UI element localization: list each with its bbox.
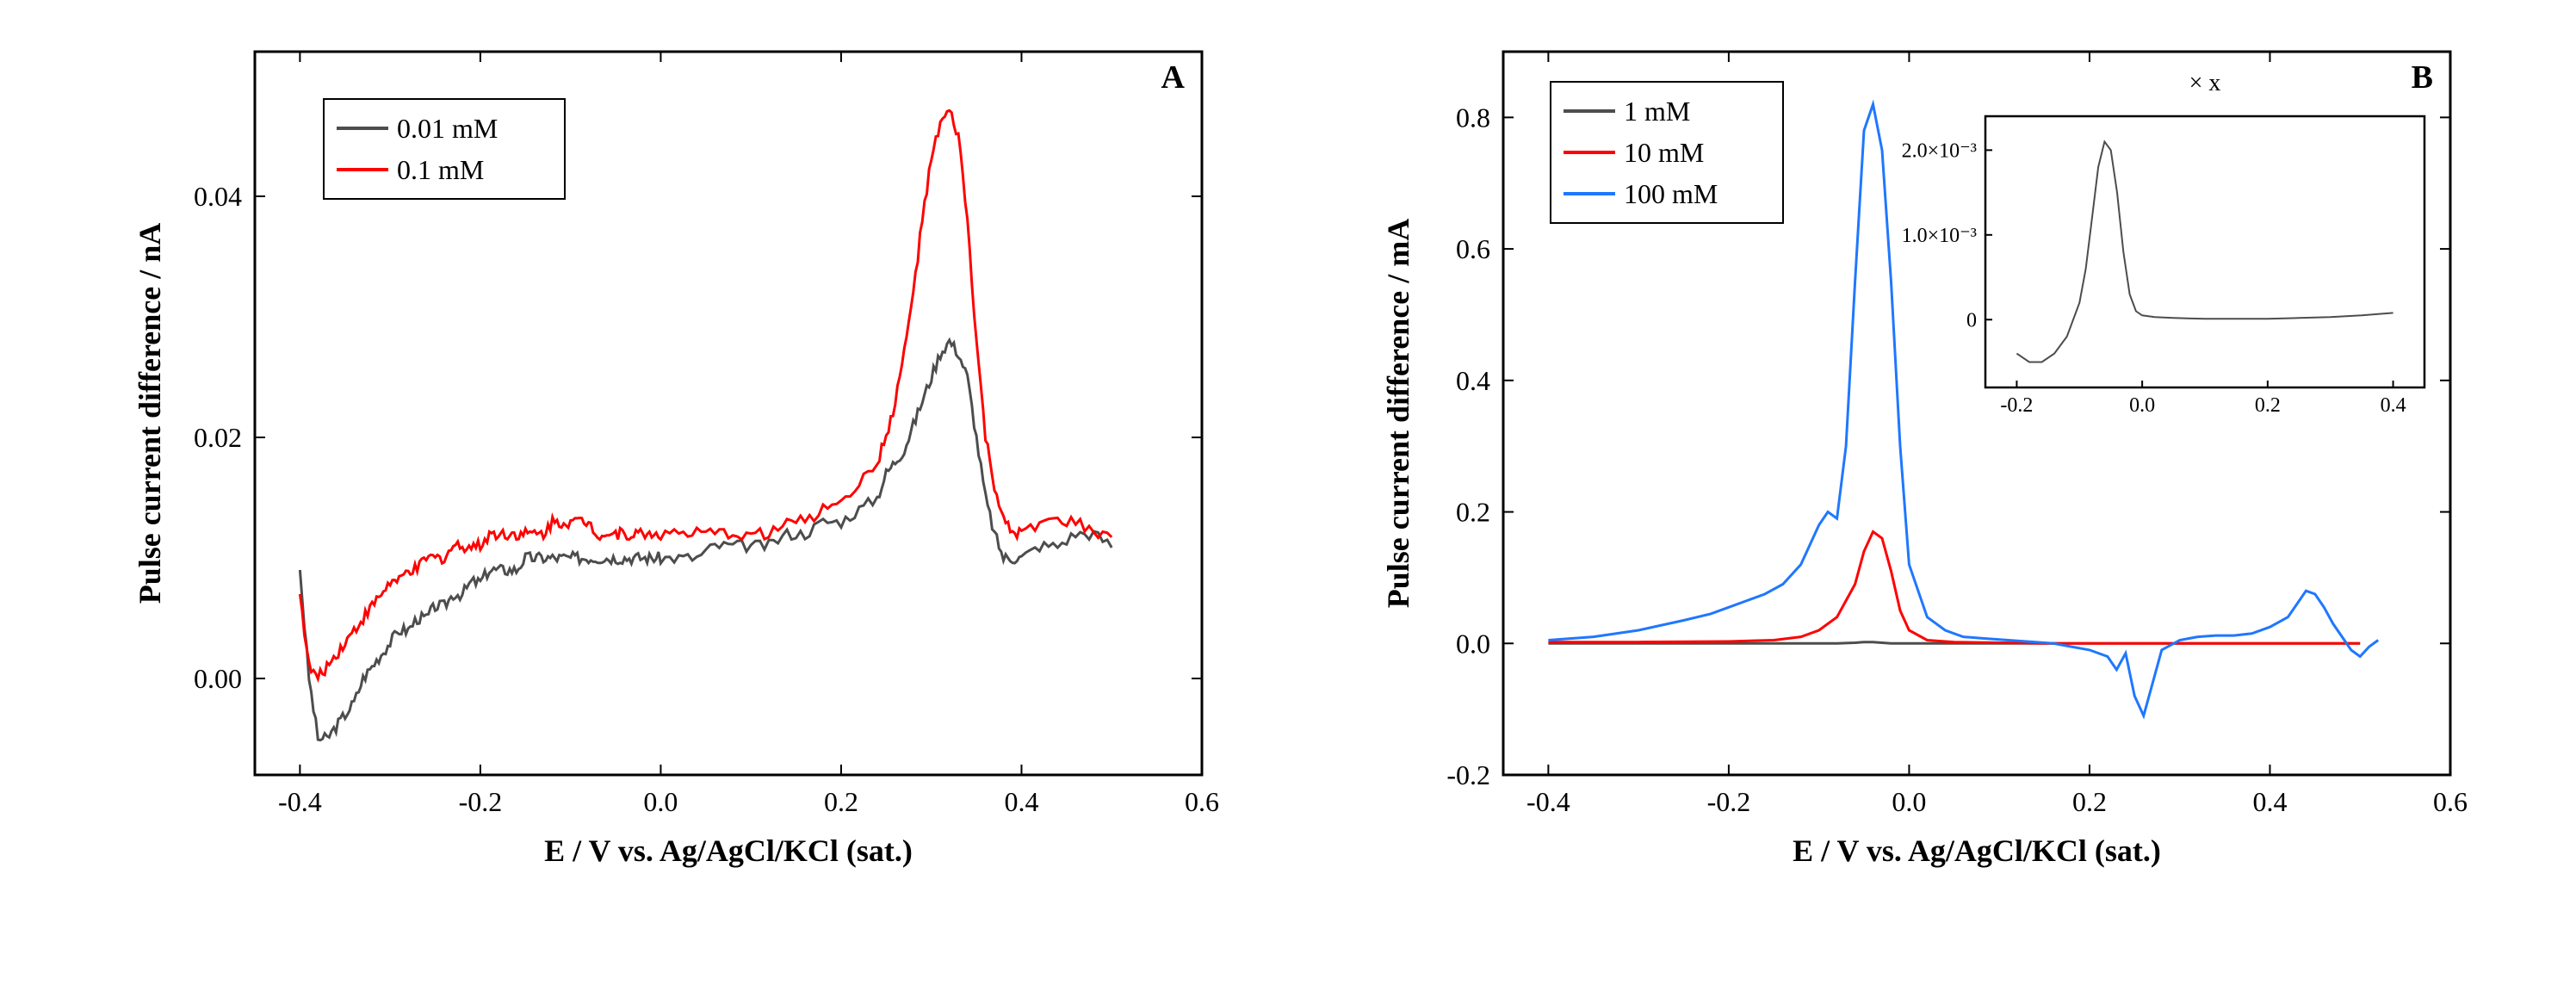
x-tick-label: 0.0	[643, 786, 678, 817]
y-axis-label: Pulse current difference / mA	[1381, 219, 1415, 609]
series-line	[1548, 532, 2360, 644]
x-tick-label: -0.2	[1707, 786, 1751, 817]
x-axis-label: E / V vs. Ag/AgCl/KCl (sat.)	[544, 833, 913, 868]
x-tick-label: 0.4	[2252, 786, 2287, 817]
y-tick-label: 0.2	[1456, 497, 1490, 528]
legend-label: 0.1 mM	[397, 154, 484, 185]
inset-title: × x	[2189, 70, 2221, 96]
panel-letter: A	[1161, 59, 1186, 96]
inset-x-tick-label: 0.0	[2129, 394, 2155, 417]
inset-frame	[1985, 116, 2424, 387]
x-tick-label: 0.2	[824, 786, 858, 817]
inset-x-tick-label: 0.4	[2381, 394, 2406, 417]
x-tick-label: 0.2	[2072, 786, 2107, 817]
legend-label: 100 mM	[1624, 178, 1718, 209]
panel-b: -0.4 -0.2 0.0 0.2 0.4 0.6 -0.2 0.0 0.2 0.4 0.6 0.8 E…	[1331, 17, 2493, 921]
y-tick-label: 0.04	[194, 181, 242, 212]
y-tick-label: 0.00	[194, 663, 242, 694]
inset-y-tick-label: 2.0×10⁻³	[1902, 139, 1977, 162]
y-tick-label: 0.6	[1456, 233, 1490, 264]
x-tick-label: 0.4	[1004, 786, 1038, 817]
inset-x-tick-label: -0.2	[2000, 394, 2033, 417]
x-tick-label: -0.2	[459, 786, 503, 817]
figure-container: -0.4-0.20.00.20.40.60.000.020.04E / V vs…	[83, 17, 2493, 921]
y-tick-label: 0.4	[1456, 365, 1490, 396]
panel-b-svg: -0.4 -0.2 0.0 0.2 0.4 0.6 -0.2 0.0 0.2 0.4 0.6 0.8 E…	[1331, 17, 2493, 921]
y-tick-label: 0.0	[1456, 628, 1490, 659]
x-axis-label: E / V vs. Ag/AgCl/KCl (sat.)	[1793, 833, 2161, 868]
legend-label: 0.01 mM	[397, 113, 498, 144]
panel-letter: B	[2412, 59, 2433, 96]
inset-y-tick-label: 0	[1966, 309, 1977, 331]
series-line	[300, 340, 1112, 740]
inset-x-tick-label: 0.2	[2255, 394, 2281, 417]
x-tick-label: 0.6	[2433, 786, 2468, 817]
y-axis-label: Pulse current difference / nA	[133, 223, 167, 604]
x-tick-label: 0.0	[1892, 786, 1926, 817]
inset-y-tick-label: 1.0×10⁻³	[1902, 225, 1977, 247]
panel-a-svg: -0.4 -0.2 0.0 0.2 0.4 0.6 0.00 0.02 0.04 E / V vs…	[83, 17, 1245, 921]
y-tick-label: -0.2	[1446, 759, 1490, 790]
y-tick-label: 0.8	[1456, 102, 1490, 133]
x-tick-label: -0.4	[278, 786, 322, 817]
legend-label: 1 mM	[1624, 96, 1690, 127]
x-tick-label: -0.4	[1526, 786, 1570, 817]
panel-a: -0.4 -0.2 0.0 0.2 0.4 0.6 0.00 0.02 0.04 E / V vs…	[83, 17, 1245, 921]
x-tick-label: 0.6	[1185, 786, 1219, 817]
legend-label: 10 mM	[1624, 137, 1704, 168]
y-tick-label: 0.02	[194, 422, 242, 453]
